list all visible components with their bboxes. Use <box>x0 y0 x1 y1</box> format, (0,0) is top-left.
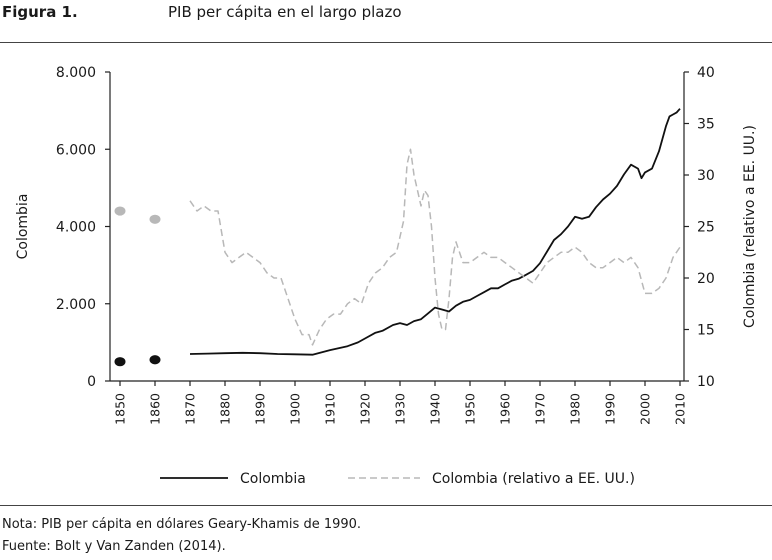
y-right-tick-label: 40 <box>697 65 715 81</box>
x-tick-label: 1890 <box>253 393 268 425</box>
x-tick-label: 1870 <box>183 393 198 425</box>
y-left-tick-label: 6.000 <box>56 142 96 158</box>
y-left-axis-title: Colombia <box>15 194 31 260</box>
x-tick-label: 2000 <box>638 393 653 425</box>
legend-relative-label: Colombia (relativo a EE. UU.) <box>432 471 635 487</box>
y-right-tick-label: 20 <box>697 271 715 287</box>
x-tick-label: 1980 <box>568 393 583 425</box>
relative-series-line <box>189 148 681 346</box>
x-tick-label: 1860 <box>148 393 163 425</box>
colombia-point <box>149 355 161 365</box>
colombia-point <box>114 357 126 367</box>
chart-note: Nota: PIB per cápita en dólares Geary-Kh… <box>2 517 362 532</box>
y-right-tick-label: 15 <box>697 323 715 339</box>
x-tick-label: 2010 <box>673 393 688 425</box>
x-tick-label: 1970 <box>533 393 548 425</box>
legend-colombia-label: Colombia <box>240 471 306 487</box>
x-tick-label: 1910 <box>323 393 338 425</box>
x-tick-label: 1940 <box>428 393 443 425</box>
y-left-tick-label: 0 <box>87 374 96 390</box>
y-right-tick-label: 30 <box>697 168 715 184</box>
y-left-tick-label: 2.000 <box>56 297 96 313</box>
x-tick-label: 1960 <box>498 393 513 425</box>
y-right-tick-label: 25 <box>697 220 715 236</box>
x-tick-label: 1880 <box>218 393 233 425</box>
y-right-axis-title: Colombia (relativo a EE. UU.) <box>742 125 758 328</box>
figure-label: Figura 1. <box>2 3 78 21</box>
figure-title: PIB per cápita en el largo plazo <box>168 3 402 21</box>
y-left-tick-label: 8.000 <box>56 65 96 81</box>
x-tick-label: 1920 <box>358 393 373 425</box>
x-tick-label: 1900 <box>288 393 303 425</box>
x-tick-label: 1850 <box>113 393 128 425</box>
colombia-series-line <box>189 108 681 356</box>
relative-point <box>149 214 161 224</box>
gdp-chart: 0 2.000 4.000 6.000 8.000 10 15 20 25 30 35 40 1850 1… <box>15 65 758 487</box>
chart-source: Fuente: Bolt y Van Zanden (2014). <box>2 539 226 554</box>
relative-point <box>114 206 126 216</box>
top-divider <box>0 42 772 43</box>
x-tick-label: 1950 <box>463 393 478 425</box>
y-left-tick-label: 4.000 <box>56 220 96 236</box>
y-right-tick-label: 35 <box>697 117 715 133</box>
x-tick-label: 1990 <box>603 393 618 425</box>
x-tick-label: 1930 <box>393 393 408 425</box>
figure-header: Figura 1. PIB per cápita en el largo pla… <box>0 0 772 36</box>
bottom-divider <box>0 505 772 506</box>
y-right-tick-label: 10 <box>697 374 715 390</box>
